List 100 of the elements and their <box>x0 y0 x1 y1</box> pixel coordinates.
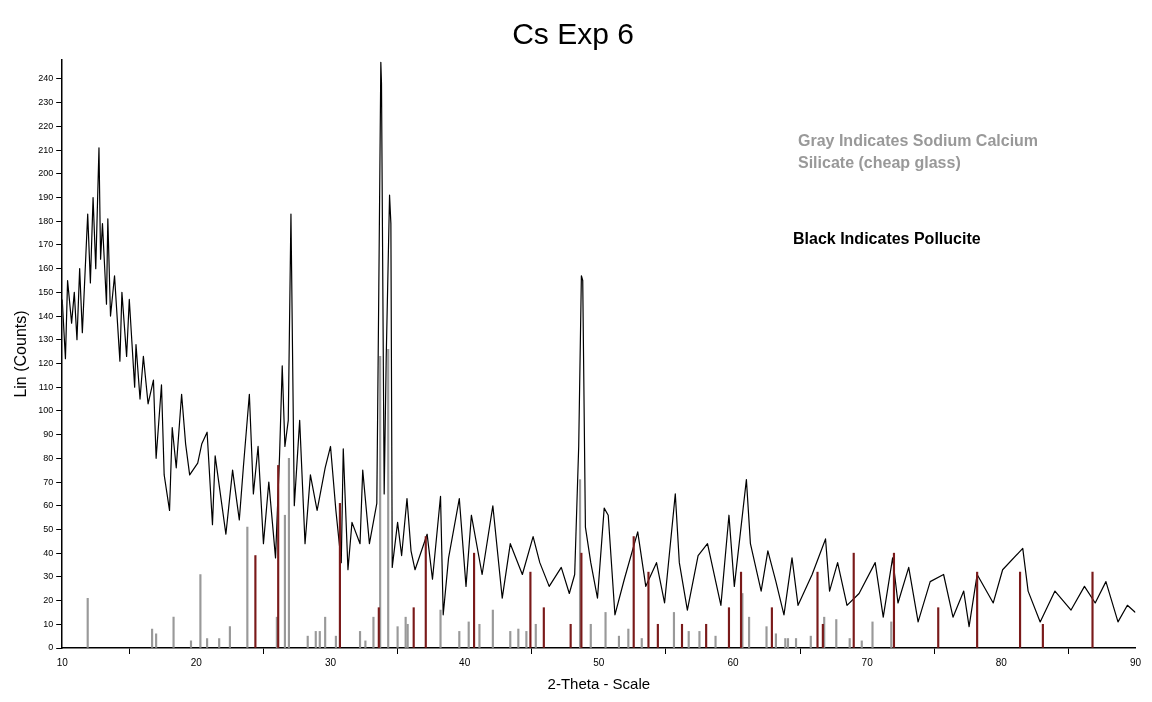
y-tick-label: 140 <box>38 310 54 321</box>
bar <box>372 616 375 648</box>
y-tick-label: 110 <box>38 381 54 392</box>
y-tick-label: 40 <box>43 547 54 558</box>
x-tick-label: 20 <box>190 656 203 668</box>
bar <box>458 631 461 648</box>
bar <box>640 638 643 648</box>
bar <box>478 623 481 648</box>
bar <box>509 631 512 648</box>
annotation: Gray Indicates Sodium Calcium Silicate (cheap glass) <box>798 131 1040 173</box>
bar <box>632 536 635 648</box>
bar <box>656 623 659 648</box>
bar <box>334 635 337 648</box>
bar <box>852 552 855 648</box>
bar <box>705 623 708 648</box>
bar <box>218 638 221 648</box>
x-tick-label: 50 <box>593 656 605 668</box>
x-axis-title: 2-Theta - Scale <box>547 675 651 693</box>
x-tick-label: 30 <box>324 656 337 668</box>
y-tick-label: 230 <box>38 97 54 108</box>
bar <box>680 623 684 648</box>
bar <box>647 571 650 648</box>
y-tick-label: 150 <box>38 286 54 297</box>
bar <box>1041 623 1044 648</box>
y-tick-label: 90 <box>43 429 54 440</box>
y-tick-label: 10 <box>43 618 54 629</box>
bar <box>794 638 798 648</box>
bar <box>424 536 427 648</box>
bar <box>604 612 607 648</box>
bar <box>287 457 291 648</box>
bar <box>569 623 572 648</box>
bar <box>687 631 690 648</box>
bar <box>976 571 979 648</box>
bar <box>404 616 407 648</box>
bar <box>672 612 676 648</box>
bar <box>809 635 812 648</box>
y-tick-label: 190 <box>38 192 54 202</box>
y-tick-label: 200 <box>38 168 54 179</box>
y-tick-label: 180 <box>38 215 54 226</box>
y-axis-title: Lin (Counts) <box>12 310 30 398</box>
bar <box>412 607 415 648</box>
bar <box>467 621 470 648</box>
x-tick-label: 80 <box>995 656 1008 668</box>
bar <box>835 619 838 648</box>
bar <box>491 609 494 648</box>
y-tick-label: 30 <box>43 571 54 582</box>
bar <box>871 621 874 648</box>
bar <box>534 623 537 648</box>
bar <box>937 607 940 648</box>
bar <box>890 621 893 648</box>
bar <box>627 628 630 648</box>
x-tick-label: 70 <box>861 656 874 668</box>
y-tick-label: 50 <box>43 523 54 534</box>
bar <box>338 503 341 648</box>
bar <box>387 348 390 648</box>
bar <box>774 633 777 648</box>
bar <box>617 635 621 648</box>
y-tick-label: 20 <box>43 595 54 606</box>
x-tick-label: 90 <box>1129 656 1142 668</box>
bar <box>318 631 321 648</box>
bar <box>525 631 528 648</box>
x-tick-label: 40 <box>459 656 471 668</box>
bar <box>377 607 380 648</box>
bar <box>151 628 154 648</box>
bar <box>765 626 768 648</box>
bar <box>770 607 773 648</box>
bar <box>542 607 545 648</box>
bar <box>816 571 819 648</box>
bar <box>714 635 717 648</box>
bar <box>277 465 280 648</box>
bar <box>283 514 286 648</box>
y-tick-label: 170 <box>38 239 54 250</box>
chart-title: Cs Exp 6 <box>512 17 634 51</box>
bar <box>199 574 202 648</box>
y-tick-label: 120 <box>38 357 54 368</box>
y-tick-label: 60 <box>43 500 54 511</box>
x-tick-label: 10 <box>56 656 69 668</box>
bar <box>739 571 743 648</box>
bar <box>254 555 257 648</box>
bar <box>848 638 851 648</box>
y-tick-label: 220 <box>38 120 54 131</box>
bar <box>396 626 399 648</box>
annotation: Black Indicates Pollucite <box>793 229 982 249</box>
bar <box>892 552 896 648</box>
y-tick-label: 70 <box>43 476 54 487</box>
bar <box>748 616 751 648</box>
bar <box>580 552 583 648</box>
y-tick-label: 160 <box>38 263 54 274</box>
bar <box>86 597 89 648</box>
bar <box>589 623 592 648</box>
bar <box>784 638 787 648</box>
bar <box>439 609 442 648</box>
bar <box>324 616 327 648</box>
bar <box>1018 571 1022 648</box>
y-tick-label: 100 <box>38 405 54 416</box>
bar <box>172 616 175 648</box>
y-tick-label: 240 <box>38 73 54 84</box>
bar <box>228 626 231 648</box>
bar <box>821 623 824 648</box>
bar <box>529 571 532 648</box>
